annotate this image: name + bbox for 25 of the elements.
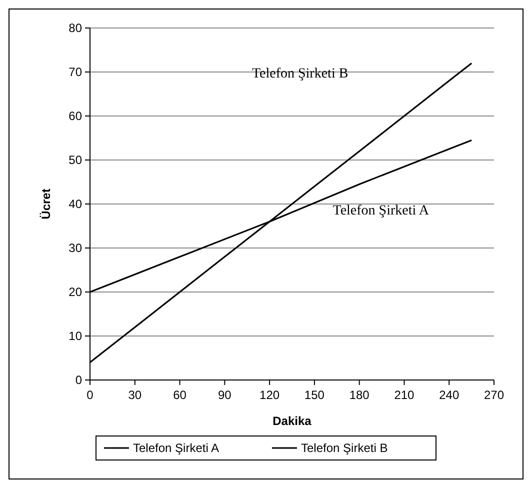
x-tick-label: 240	[439, 388, 460, 402]
legend-label: Telefon Şirketi A	[133, 441, 220, 456]
y-axis-title: Ücret	[39, 188, 53, 220]
y-tick-label: 70	[68, 65, 82, 80]
y-tick-label: 80	[68, 21, 82, 36]
y-tick-label: 20	[68, 285, 82, 300]
x-tick-label: 0	[86, 388, 94, 402]
x-tick-label: 120	[260, 388, 280, 402]
text: Telefon Şirketi A	[332, 204, 429, 219]
y-tick-label: 50	[68, 153, 82, 168]
y-tick-label: 30	[68, 241, 82, 256]
x-tick-label: 180	[349, 388, 370, 402]
x-tick-label: 90	[218, 388, 232, 402]
x-tick-label: 60	[173, 388, 187, 402]
y-tick-label: 40	[68, 197, 82, 212]
x-axis-title: Dakika	[272, 414, 312, 428]
x-tick-label: 150	[304, 388, 325, 402]
legend-label: Telefon Şirketi B	[301, 441, 388, 456]
y-tick-label: 0	[75, 373, 82, 388]
x-tick-label: 210	[394, 388, 415, 402]
text: Telefon Şirketi B	[252, 66, 348, 82]
y-tick-label: 60	[68, 109, 82, 124]
y-tick-label: 10	[68, 329, 82, 344]
x-tick-label: 30	[128, 388, 142, 402]
x-tick-label: 270	[484, 388, 504, 402]
